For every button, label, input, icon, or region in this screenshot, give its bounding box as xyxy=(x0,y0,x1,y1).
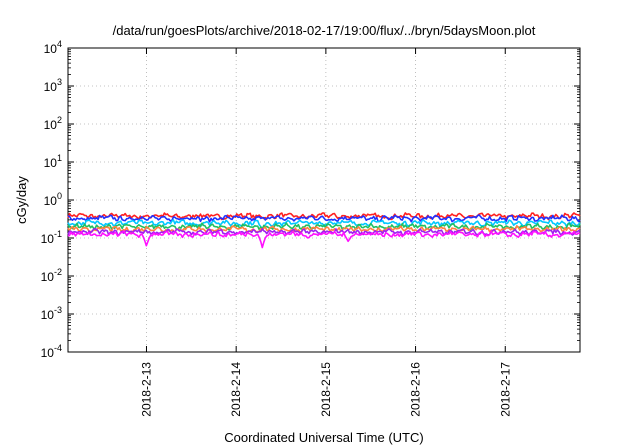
series-line-4 xyxy=(67,222,581,231)
y-tick-label: 10-2 xyxy=(41,267,62,284)
y-tick-base: 10 xyxy=(41,270,55,284)
y-tick-exponent: -2 xyxy=(54,267,62,277)
y-tick-base: 10 xyxy=(44,156,58,170)
y-tick-exponent: -4 xyxy=(54,343,62,353)
y-tick-label: 10-3 xyxy=(41,305,62,322)
y-tick-label: 102 xyxy=(44,115,62,132)
y-tick-base: 10 xyxy=(41,346,55,360)
x-tick-label: 2018-2-15 xyxy=(319,362,333,417)
y-tick-base: 10 xyxy=(44,118,58,132)
y-tick-base: 10 xyxy=(41,308,55,322)
x-tick-label: 2018-2-13 xyxy=(139,362,153,417)
y-tick-label: 100 xyxy=(44,191,62,208)
y-tick-base: 10 xyxy=(44,80,58,94)
chart-title: /data/run/goesPlots/archive/2018-02-17/1… xyxy=(113,23,536,38)
x-tick-label: 2018-2-16 xyxy=(409,362,423,417)
y-tick-label: 10-4 xyxy=(41,343,62,360)
series-line-7 xyxy=(67,230,581,249)
x-tick-label: 2018-2-17 xyxy=(498,362,512,417)
y-tick-exponent: 3 xyxy=(57,77,62,87)
series-line-6 xyxy=(67,227,581,236)
y-tick-label: 104 xyxy=(44,39,62,56)
y-tick-label: 10-1 xyxy=(41,229,62,246)
y-tick-base: 10 xyxy=(44,194,58,208)
x-tick-label: 2018-2-14 xyxy=(229,362,243,417)
y-tick-base: 10 xyxy=(44,42,58,56)
y-tick-exponent: 4 xyxy=(57,39,62,49)
series-line-2 xyxy=(67,214,581,223)
x-axis-label: Coordinated Universal Time (UTC) xyxy=(224,430,423,445)
y-tick-label: 103 xyxy=(44,77,62,94)
y-tick-exponent: 1 xyxy=(57,153,62,163)
y-tick-label: 101 xyxy=(44,153,62,170)
y-axis-label: cGy/day xyxy=(14,176,29,224)
y-tick-exponent: -3 xyxy=(54,305,62,315)
y-tick-exponent: 0 xyxy=(57,191,62,201)
y-tick-base: 10 xyxy=(41,232,55,246)
y-tick-exponent: -1 xyxy=(54,229,62,239)
y-tick-exponent: 2 xyxy=(57,115,62,125)
